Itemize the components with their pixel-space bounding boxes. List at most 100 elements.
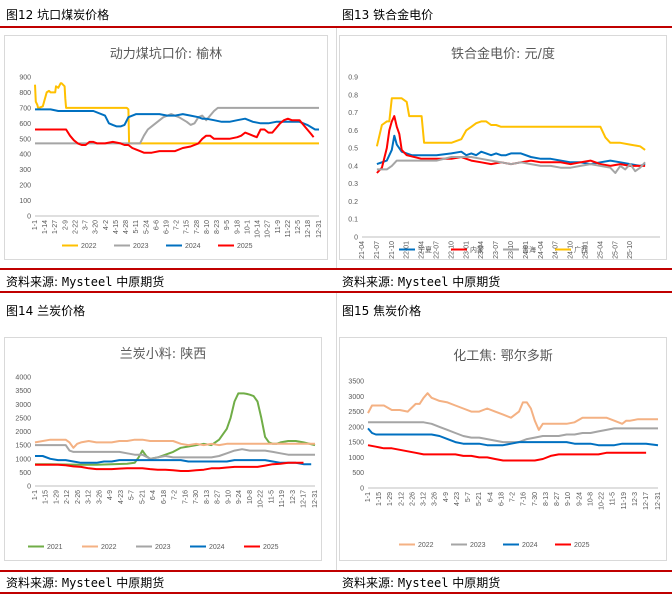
figure-13-heading: 图13 铁合金电价: [342, 8, 434, 22]
x-tick-label: 7-2: [510, 492, 517, 502]
x-tick-label: 3-12: [421, 492, 428, 506]
y-tick-label: 0.8: [348, 92, 358, 99]
x-tick-label: 2-22: [72, 220, 79, 234]
source-label: 资料来源:: [6, 275, 59, 289]
x-tick-label: 7-30: [532, 492, 539, 506]
y-tick-label: 300: [19, 167, 31, 174]
source-brand: Mysteel: [397, 576, 449, 590]
x-tick-label: 2-26: [75, 490, 82, 504]
chart-panel-coal: 动力煤坑口价: 榆林 0 100 200 300 400 500 600 700 800 900 1-…: [4, 35, 328, 260]
x-tick-label: 7-16: [521, 492, 528, 506]
x-tick-label: 12-17: [643, 492, 650, 510]
y-tick-label: 0: [27, 214, 31, 221]
x-tick-label: 1-29: [387, 492, 394, 506]
series-line-2023: [368, 421, 658, 444]
source-note-13: 资料来源: Mysteel 中原期货: [342, 273, 500, 290]
x-tick-label: 12-18: [305, 220, 312, 238]
y-tick-label: 2000: [348, 424, 364, 431]
x-tick-label: 2024-04: [538, 241, 545, 259]
series-line-2024: [35, 108, 319, 131]
x-tick-label: 4-23: [118, 490, 125, 504]
x-tick-label: 1-15: [376, 492, 383, 506]
x-tick-label: 7-2: [174, 220, 181, 230]
series-line-2025: [35, 117, 315, 154]
x-tick-label: 1-29: [53, 490, 60, 504]
x-tick-label: 7-15: [184, 220, 191, 234]
x-tick-label: 11-22: [285, 220, 292, 237]
y-tick-label: 1500: [348, 440, 364, 447]
x-tick-label: 11-19: [621, 492, 628, 509]
source-note-12: 资料来源: Mysteel 中原期货: [6, 273, 164, 290]
legend-label: 青海: [522, 245, 536, 254]
x-tick-label: 2021-10: [389, 241, 396, 259]
chart-title: 兰炭小料: 陕西: [120, 347, 207, 362]
y-tick-label: 2500: [348, 409, 364, 416]
series-line-2025: [367, 444, 647, 462]
y-tick-label: 0: [360, 486, 364, 493]
source-label: 资料来源:: [342, 576, 395, 590]
x-tick-label: 3-26: [432, 492, 439, 506]
y-tick-label: 2000: [15, 429, 31, 436]
x-tick-label: 4-23: [454, 492, 461, 506]
y-tick-label: 1000: [15, 456, 31, 463]
series-line-2024: [367, 427, 659, 447]
x-tick-label: 7-28: [194, 220, 201, 234]
x-tick-label: 6-6: [153, 220, 160, 230]
series-line-2021: [35, 392, 316, 466]
legend-label: 2022: [101, 544, 117, 551]
x-tick-label: 6-4: [487, 492, 494, 502]
legend-label: 2021: [47, 544, 63, 551]
legend-label: 2025: [574, 542, 590, 549]
lower-rule: [0, 291, 672, 293]
legend-label: 2023: [470, 542, 486, 549]
chart-coke-svg: 化工焦: 鄂尔多斯 0 500 1000 1500 2000 2500 3000 3500 1-1…: [348, 348, 662, 549]
x-tick-label: 2024-10: [568, 241, 575, 259]
y-tick-label: 0.9: [348, 75, 358, 82]
x-tick-label: 12-3: [632, 492, 639, 506]
y-tick-label: 3000: [15, 402, 31, 409]
y-tick-label: 3500: [348, 379, 364, 386]
legend-label: 2023: [133, 243, 149, 250]
chart-panel-coke: 化工焦: 鄂尔多斯 0 500 1000 1500 2000 2500 3000 3500 1-1…: [339, 337, 667, 561]
x-tick-label: 2024-01: [523, 241, 530, 259]
figure-12-heading: 图12 坑口煤炭价格: [6, 8, 110, 22]
y-tick-label: 2500: [15, 415, 31, 422]
x-tick-label: 11-19: [279, 490, 286, 507]
x-tick-label: 1-15: [43, 490, 50, 504]
legend-label: 2023: [155, 544, 171, 551]
legend-label: 2024: [522, 542, 538, 549]
x-tick-label: 5-7: [465, 492, 472, 502]
x-tick-label: 2-9: [62, 220, 69, 230]
x-tick-label: 8-13: [204, 490, 211, 504]
legend-label: 2025: [263, 544, 279, 551]
x-tick-label: 10-22: [599, 492, 606, 510]
chart-semi-coke-svg: 兰炭小料: 陕西 0 500 1000 1500 2000 2500 3000 3500 4000…: [15, 347, 319, 551]
x-tick-label: 7-30: [193, 490, 200, 504]
chart-panel-semi-coke: 兰炭小料: 陕西 0 500 1000 1500 2000 2500 3000 3500 4000…: [4, 337, 322, 561]
y-tick-label: 500: [19, 136, 31, 143]
x-tick-label: 4-9: [443, 492, 450, 502]
x-tick-label: 10-1: [244, 220, 251, 234]
y-tick-label: 0.5: [348, 146, 358, 153]
series-line-2022: [34, 438, 315, 449]
legend-label: 2022: [418, 542, 434, 549]
column-divider-bottom: [336, 293, 337, 570]
x-tick-label: 10-27: [265, 220, 272, 238]
x-tick-label: 8-27: [215, 490, 222, 504]
source-brand: Mysteel: [61, 576, 113, 590]
x-tick-label: 9-24: [576, 492, 583, 506]
x-tick-label: 9-24: [236, 490, 243, 504]
y-tick-label: 1500: [15, 443, 31, 450]
x-tick-label: 5-21: [476, 492, 483, 506]
x-tick-label: 1-1: [365, 492, 372, 502]
x-tick-label: 6-18: [498, 492, 505, 506]
y-tick-label: 100: [19, 198, 31, 205]
x-tick-label: 12-31: [312, 490, 319, 508]
column-divider-top: [336, 28, 337, 268]
x-tick-label: 2021-07: [374, 241, 381, 259]
x-tick-label: 4-15: [113, 220, 120, 234]
x-tick-label: 2-26: [409, 492, 416, 506]
x-tick-label: 10-8: [587, 492, 594, 506]
x-tick-label: 11-5: [268, 490, 275, 504]
x-tick-label: 12-31: [316, 220, 323, 238]
